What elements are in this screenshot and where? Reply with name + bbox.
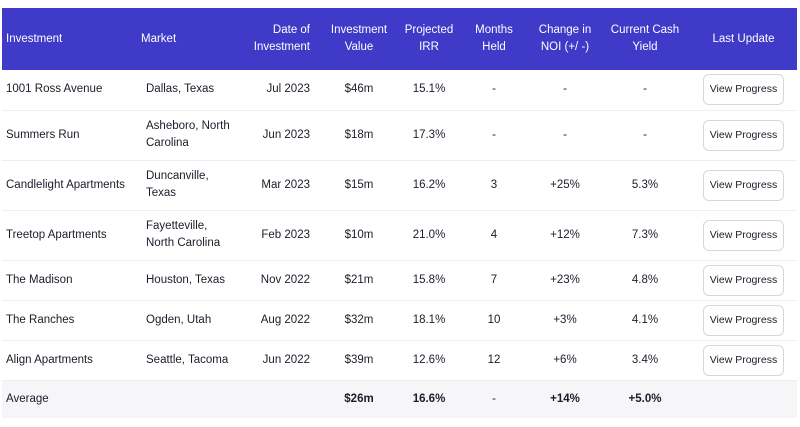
cell-months: 4 [458, 210, 530, 261]
average-irr: 16.6% [412, 392, 446, 405]
cell-noi: +6% [530, 340, 600, 381]
table-row: Treetop Apartments Fayetteville, North Ca… [2, 210, 797, 261]
cell-action: View Progress [690, 300, 797, 341]
cell-irr: 12.6% [400, 340, 458, 381]
cell-irr: 17.3% [400, 110, 458, 161]
cell-months: - [458, 70, 530, 111]
cell-market: Duncanville, Texas [137, 160, 240, 211]
column-header: Date of Investment [253, 24, 310, 53]
average-empty [137, 380, 240, 418]
cell-yield: 4.8% [600, 260, 690, 301]
cell-value: $39m [318, 340, 400, 381]
cell-yield: 4.1% [600, 300, 690, 341]
cell-noi: +12% [530, 210, 600, 261]
cell-value: $15m [318, 160, 400, 211]
cell-irr: 15.1% [400, 70, 458, 111]
table-row: Align Apartments Seattle, Tacoma Jun 2022 $… [2, 340, 797, 381]
cell-date: Mar 2023 [240, 160, 318, 211]
cell-date: Nov 2022 [240, 260, 318, 301]
cell-date: Jul 2023 [240, 70, 318, 111]
cell-months: 3 [458, 160, 530, 211]
cell-action: View Progress [690, 110, 797, 161]
average-value: $26m [344, 392, 374, 405]
cell-irr: 18.1% [400, 300, 458, 341]
column-header: Months Held [475, 24, 513, 53]
cell-investment: Align Apartments [2, 340, 137, 381]
cell-action: View Progress [690, 160, 797, 211]
column-header: Investment Value [330, 24, 388, 53]
cell-irr: 15.8% [400, 260, 458, 301]
view-progress-button[interactable]: View Progress [702, 119, 785, 151]
cell-irr: 21.0% [400, 210, 458, 261]
column-header: Market [141, 32, 177, 45]
cell-yield: 5.3% [600, 160, 690, 211]
cell-investment: The Madison [2, 260, 137, 301]
cell-market: Asheboro, North Carolina [137, 110, 240, 161]
average-yield: +5.0% [628, 392, 662, 405]
view-progress-button[interactable]: View Progress [702, 304, 785, 336]
cell-noi: +25% [530, 160, 600, 211]
average-noi: +14% [550, 392, 580, 405]
cell-investment: Treetop Apartments [2, 210, 137, 261]
cell-noi: +3% [530, 300, 600, 341]
cell-date: Jun 2022 [240, 340, 318, 381]
cell-date: Feb 2023 [240, 210, 318, 261]
average-row: Average $26m 16.6% - +14% +5.0% [2, 380, 797, 418]
average-empty [240, 380, 318, 418]
cell-yield: - [600, 110, 690, 161]
table-row: Summers Run Asheboro, North Carolina Jun 2… [2, 110, 797, 161]
cell-investment: Candlelight Apartments [2, 160, 137, 211]
table-header: Investment Market Date of Investment Invest… [2, 8, 797, 70]
cell-market: Ogden, Utah [137, 300, 240, 341]
table-row: Candlelight Apartments Duncanville, Texas… [2, 160, 797, 211]
cell-date: Aug 2022 [240, 300, 318, 341]
cell-value: $18m [318, 110, 400, 161]
cell-market: Houston, Texas [137, 260, 240, 301]
table-row: The Ranches Ogden, Utah Aug 2022 $32m 18.1% 1… [2, 300, 797, 341]
column-header: Projected IRR [404, 24, 454, 53]
view-progress-button[interactable]: View Progress [702, 219, 785, 251]
cell-noi: - [530, 70, 600, 111]
cell-months: 10 [458, 300, 530, 341]
column-header: Investment [6, 32, 63, 45]
cell-investment: 1001 Ross Avenue [2, 70, 137, 111]
column-header: Current Cash Yield [610, 24, 680, 53]
cell-value: $21m [318, 260, 400, 301]
view-progress-button[interactable]: View Progress [702, 74, 785, 106]
table-row: The Madison Houston, Texas Nov 2022 $21m 15.… [2, 260, 797, 301]
cell-investment: Summers Run [2, 110, 137, 161]
view-progress-button[interactable]: View Progress [702, 344, 785, 376]
cell-action: View Progress [690, 70, 797, 111]
cell-months: - [458, 110, 530, 161]
column-header: Last Update [712, 32, 775, 45]
cell-yield: 3.4% [600, 340, 690, 381]
cell-value: $32m [318, 300, 400, 341]
cell-market: Fayetteville, North Carolina [137, 210, 240, 261]
cell-months: 7 [458, 260, 530, 301]
cell-noi: +23% [530, 260, 600, 301]
cell-investment: The Ranches [2, 300, 137, 341]
cell-value: $10m [318, 210, 400, 261]
average-months: - [492, 392, 496, 405]
cell-market: Dallas, Texas [137, 70, 240, 111]
view-progress-button[interactable]: View Progress [702, 264, 785, 296]
cell-yield: - [600, 70, 690, 111]
cell-date: Jun 2023 [240, 110, 318, 161]
column-header: Change in NOI (+/ -) [538, 24, 592, 53]
cell-action: View Progress [690, 210, 797, 261]
table-row: 1001 Ross Avenue Dallas, Texas Jul 2023 $46… [2, 70, 797, 111]
cell-action: View Progress [690, 260, 797, 301]
average-empty [690, 380, 797, 418]
view-progress-button[interactable]: View Progress [702, 169, 785, 201]
investments-table: Investment Market Date of Investment Invest… [2, 8, 797, 418]
cell-noi: - [530, 110, 600, 161]
cell-action: View Progress [690, 340, 797, 381]
cell-yield: 7.3% [600, 210, 690, 261]
cell-market: Seattle, Tacoma [137, 340, 240, 381]
cell-value: $46m [318, 70, 400, 111]
cell-months: 12 [458, 340, 530, 381]
cell-irr: 16.2% [400, 160, 458, 211]
average-label: Average [6, 392, 49, 405]
